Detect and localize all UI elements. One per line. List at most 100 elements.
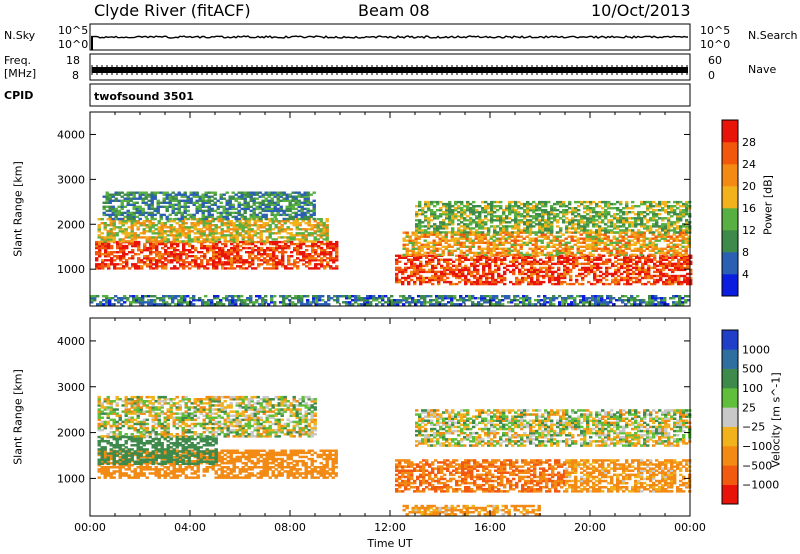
echo-cell: [272, 267, 276, 270]
echo-cell: [228, 301, 232, 304]
echo-cell: [276, 195, 280, 198]
echo-cell: [498, 237, 502, 240]
echo-cell: [221, 265, 225, 268]
echo-cell: [444, 239, 448, 242]
echo-cell: [173, 265, 177, 268]
echo-cell: [275, 246, 279, 250]
echo-cell: [505, 217, 509, 220]
echo-cell: [547, 229, 551, 232]
echo-cell: [541, 223, 545, 226]
echo-cell: [267, 207, 271, 211]
echo-cell: [597, 247, 601, 250]
echo-cell: [271, 228, 275, 231]
echo-cell: [419, 262, 423, 266]
echo-cell: [278, 244, 282, 248]
echo-cell: [404, 276, 408, 280]
echo-cell: [434, 266, 438, 270]
echo-cell: [314, 253, 318, 256]
echo-cell: [265, 240, 269, 243]
echo-cell: [588, 253, 592, 257]
echo-cell: [498, 251, 502, 255]
echo-cell: [547, 225, 551, 228]
echo-cell: [253, 220, 257, 223]
echo-cell: [636, 239, 640, 242]
echo-cell: [524, 262, 528, 266]
echo-cell: [226, 220, 230, 223]
echo-cell: [150, 295, 154, 298]
echo-cell: [621, 251, 625, 255]
echo-cell: [423, 239, 427, 242]
echo-cell: [239, 267, 243, 270]
echo-cell: [165, 201, 169, 204]
echo-cell: [458, 276, 462, 280]
echo-cell: [288, 295, 292, 298]
echo-cell: [160, 238, 164, 241]
echo-cell: [673, 223, 677, 226]
echo-cell: [291, 207, 295, 211]
echo-cell: [332, 244, 336, 248]
echo-cell: [652, 231, 656, 234]
echo-cell: [639, 247, 643, 250]
echo-cell: [559, 229, 563, 232]
echo-cell: [325, 232, 329, 235]
echo-cell: [477, 233, 481, 236]
echo-cell: [572, 256, 576, 259]
echo-cell: [147, 295, 151, 298]
echo-cell: [633, 233, 637, 236]
echo-cell: [653, 270, 657, 274]
echo-cell: [307, 240, 311, 243]
echo-cell: [263, 261, 267, 264]
echo-cell: [255, 205, 259, 208]
echo-cell: [112, 224, 116, 227]
echo-cell: [124, 222, 128, 225]
echo-cell: [106, 224, 110, 227]
echo-cell: [126, 195, 130, 198]
echo-cell: [141, 207, 145, 211]
echo-cell: [496, 225, 500, 228]
echo-cell: [177, 295, 181, 298]
echo-cell: [665, 256, 669, 259]
echo-cell: [659, 270, 663, 274]
echo-cell: [668, 262, 672, 266]
echo-cell: [154, 224, 158, 227]
echo-cell: [256, 236, 260, 239]
echo-cell: [309, 209, 313, 213]
echo-cell: [463, 231, 467, 234]
echo-cell: [437, 274, 441, 278]
echo-cell: [478, 215, 482, 218]
echo-cell: [459, 233, 463, 236]
echo-cell: [441, 251, 445, 255]
echo-cell: [147, 303, 151, 306]
echo-cell: [188, 251, 192, 254]
echo-cell: [290, 263, 294, 266]
echo-cell: [638, 256, 642, 259]
echo-cell: [665, 282, 669, 286]
echo-cell: [489, 237, 493, 240]
echo-cell: [320, 251, 324, 254]
echo-cell: [222, 207, 226, 211]
echo-cell: [249, 197, 253, 200]
echo-cell: [110, 261, 114, 264]
echo-cell: [595, 202, 599, 206]
echo-cell: [434, 276, 438, 280]
echo-cell: [109, 224, 113, 227]
echo-cell: [689, 268, 693, 272]
echo-cell: [504, 231, 508, 234]
echo-cell: [257, 251, 261, 254]
echo-cell: [469, 209, 473, 212]
echo-cell: [273, 195, 277, 198]
echo-cell: [105, 195, 109, 198]
echo-cell: [163, 222, 167, 225]
echo-cell: [166, 230, 170, 233]
echo-cell: [640, 225, 644, 228]
echo-cell: [138, 301, 142, 304]
echo-cell: [270, 211, 274, 215]
echo-cell: [125, 263, 129, 266]
echo-cell: [556, 219, 560, 222]
echo-cell: [556, 215, 560, 218]
echo-cell: [476, 278, 480, 282]
echo-cell: [157, 234, 161, 237]
echo-cell: [670, 207, 674, 210]
echo-cell: [90, 295, 94, 298]
echo-cell: [591, 249, 595, 252]
